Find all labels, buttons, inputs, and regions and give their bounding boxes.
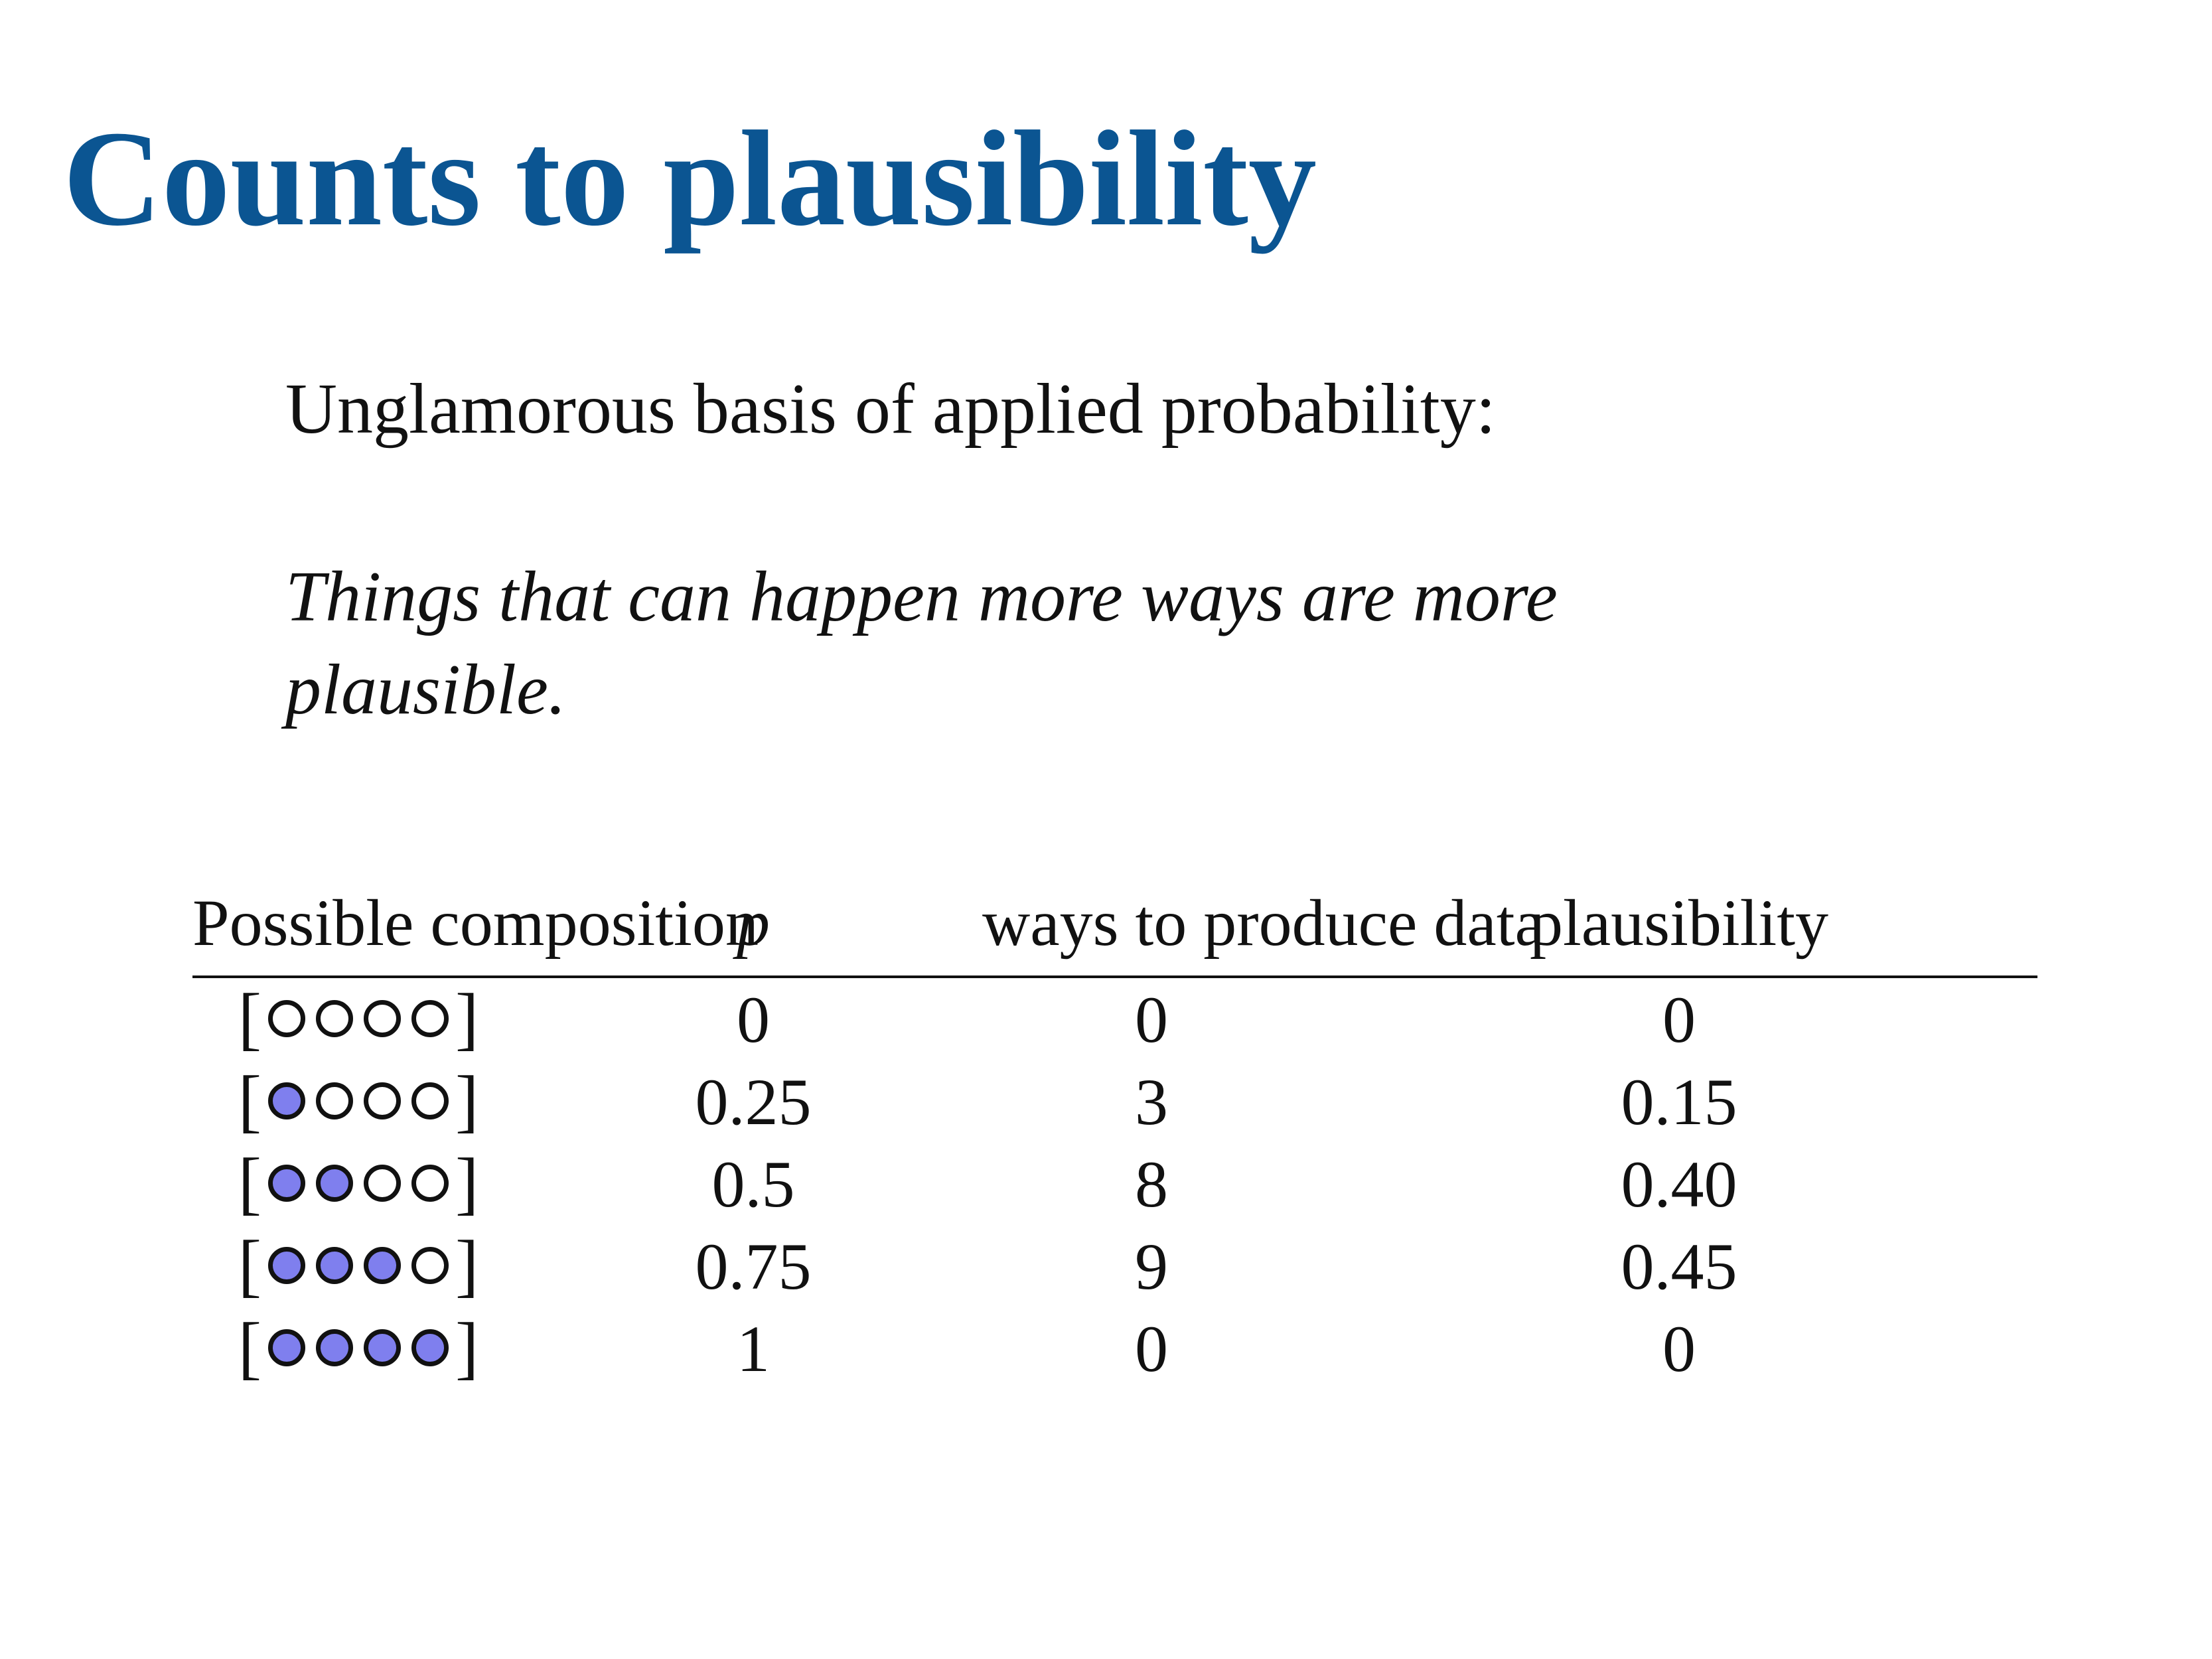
blue-marble-icon: [316, 1329, 353, 1366]
left-bracket: [: [238, 1226, 261, 1304]
blue-marble-icon: [268, 1082, 305, 1119]
header-ways: ways to produce data: [982, 869, 1544, 978]
white-marble-icon: [364, 1164, 401, 1202]
header-composition: Possible composition: [192, 869, 759, 978]
white-marble-icon: [364, 999, 401, 1037]
marble-set: [268, 1164, 449, 1202]
blue-marble-icon: [364, 1329, 401, 1366]
composition-cell: []: [192, 1307, 524, 1390]
p-cell: 0: [737, 982, 770, 1056]
slide-title: Counts to plausibility: [63, 102, 1317, 254]
left-bracket: [: [238, 1143, 261, 1222]
header-p: p: [524, 869, 982, 978]
header-plausibility: plausibility: [1321, 869, 2037, 978]
composition-cell: []: [192, 1143, 524, 1225]
marble-set: [268, 999, 449, 1037]
right-bracket: ]: [455, 1226, 479, 1304]
plausibility-cell: 0.45: [1621, 1229, 1737, 1303]
blue-marble-icon: [316, 1246, 353, 1284]
table-row: [] 1 0 0: [192, 1307, 2037, 1390]
plausibility-cell: 0: [1662, 982, 1696, 1056]
marble-set: [268, 1246, 449, 1284]
white-marble-icon: [364, 1082, 401, 1119]
white-marble-icon: [411, 1246, 449, 1284]
marble-set: [268, 1329, 449, 1366]
white-marble-icon: [411, 999, 449, 1037]
blue-marble-icon: [268, 1246, 305, 1284]
right-bracket: ]: [455, 1308, 479, 1386]
blue-marble-icon: [268, 1164, 305, 1202]
marble-composition: []: [238, 983, 479, 1054]
composition-cell: []: [192, 1060, 524, 1143]
blue-marble-icon: [364, 1246, 401, 1284]
ways-cell: 0: [1135, 982, 1168, 1056]
p-cell: 0.5: [711, 1147, 795, 1221]
table-row: [] 0.5 8 0.40: [192, 1143, 2037, 1225]
table-row: [] 0 0 0: [192, 977, 2037, 1060]
table-row: [] 0.75 9 0.45: [192, 1225, 2037, 1307]
marble-composition: []: [238, 1230, 479, 1301]
plausibility-table: Possible composition p ways to produce d…: [192, 869, 2037, 1390]
quote-text: Things that can happen more ways are mor…: [285, 557, 1558, 729]
table-header-row: Possible composition p ways to produce d…: [192, 869, 2037, 978]
blue-marble-icon: [316, 1164, 353, 1202]
p-cell: 1: [737, 1311, 770, 1386]
plausibility-cell: 0.15: [1621, 1064, 1737, 1139]
ways-cell: 3: [1135, 1064, 1168, 1139]
left-bracket: [: [238, 979, 261, 1057]
right-bracket: ]: [455, 979, 479, 1057]
table-row: [] 0.25 3 0.15: [192, 1060, 2037, 1143]
p-cell: 0.75: [695, 1229, 812, 1303]
ways-cell: 9: [1135, 1229, 1168, 1303]
p-cell: 0.25: [695, 1064, 812, 1139]
intro-text: Unglamorous basis of applied probability…: [285, 370, 1496, 449]
plausibility-table-container: Possible composition p ways to produce d…: [192, 869, 2037, 1390]
right-bracket: ]: [455, 1061, 479, 1139]
plausibility-cell: 0: [1662, 1311, 1696, 1386]
marble-composition: []: [238, 1143, 479, 1222]
plausibility-cell: 0.40: [1621, 1147, 1737, 1221]
ways-cell: 0: [1135, 1311, 1168, 1386]
white-marble-icon: [268, 999, 305, 1037]
ways-cell: 8: [1135, 1147, 1168, 1221]
white-marble-icon: [411, 1164, 449, 1202]
marble-set: [268, 1082, 449, 1119]
white-marble-icon: [316, 999, 353, 1037]
marble-composition: []: [238, 1308, 479, 1386]
white-marble-icon: [411, 1082, 449, 1119]
composition-cell: []: [192, 977, 524, 1060]
composition-cell: []: [192, 1225, 524, 1307]
left-bracket: [: [238, 1061, 261, 1139]
blue-marble-icon: [411, 1329, 449, 1366]
right-bracket: ]: [455, 1143, 479, 1222]
blue-marble-icon: [268, 1329, 305, 1366]
marble-composition: []: [238, 1061, 479, 1139]
table-body: [] 0 0 0 [] 0.25 3 0.15 [] 0.5 8 0.40 [] 0.75 9 0.45 [] 1…: [192, 977, 2037, 1390]
left-bracket: [: [238, 1308, 261, 1386]
white-marble-icon: [316, 1082, 353, 1119]
